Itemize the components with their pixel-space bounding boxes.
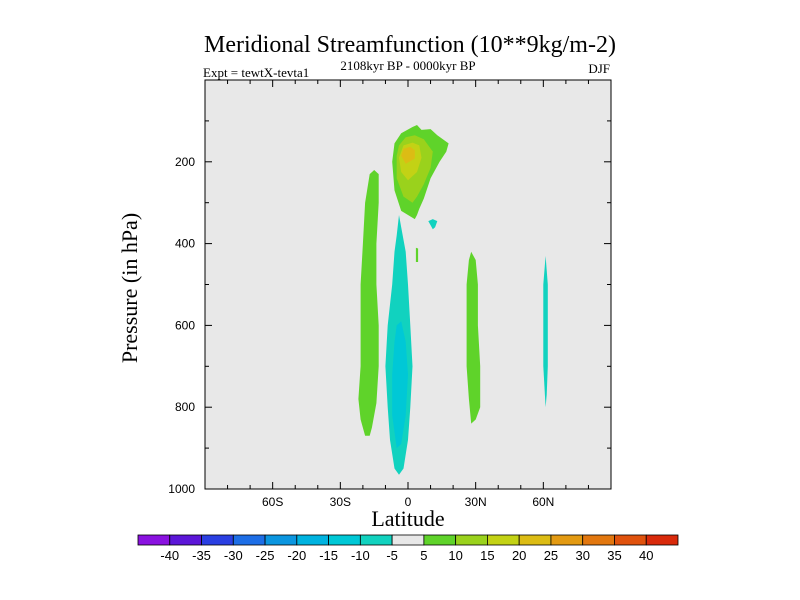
colorbar-box [232, 534, 266, 546]
colorbar-label: 30 [575, 548, 589, 563]
colorbar-label: -25 [256, 548, 275, 563]
colorbar-box [423, 534, 457, 546]
colorbar-label: -20 [287, 548, 306, 563]
x-tick-label: 30N [465, 495, 487, 509]
x-tick-label: 0 [405, 495, 412, 509]
colorbar-box [296, 534, 329, 546]
y-tick-label: 400 [175, 237, 195, 251]
colorbar-label: 40 [639, 548, 653, 563]
colorbar-box [264, 534, 298, 546]
chart-title: Meridional Streamfunction (10**9kg/m-2) [204, 32, 616, 58]
colorbar-box [582, 534, 615, 546]
y-tick-label: 800 [175, 400, 195, 414]
colorbar-label: 15 [480, 548, 494, 563]
colorbar-label: -40 [160, 548, 179, 563]
colorbar-box [391, 534, 425, 546]
contour-region-nh-negative-sliver [543, 255, 548, 408]
colorbar-box [550, 534, 584, 546]
x-tick-label: 60N [532, 495, 554, 509]
colorbar-label: 25 [544, 548, 558, 563]
colorbar: -40 -35 -30 -25 -20 -15 -10 -5 5 10 15 20 25 30 35 40 [137, 534, 679, 563]
colorbar-box [169, 534, 202, 546]
colorbar-box [455, 534, 488, 546]
colorbar-box [645, 534, 679, 546]
colorbar-label: 20 [512, 548, 526, 563]
colorbar-label: -15 [319, 548, 338, 563]
colorbar-label: -5 [386, 548, 398, 563]
contour-region-nh-positive-column [466, 251, 481, 424]
colorbar-box [328, 534, 361, 546]
contour-region-small-negative-blob [428, 219, 438, 230]
y-axis: 200 400 600 800 1000 [168, 120, 611, 496]
colorbar-label: -10 [351, 548, 370, 563]
contour-region-small-positive-dot [415, 247, 419, 262]
colorbar-label: -30 [224, 548, 243, 563]
y-tick-label: 1000 [168, 482, 195, 496]
contour-region-sh-positive-column [358, 170, 379, 436]
contour-region-upper-positive-core-20 [401, 146, 415, 164]
y-axis-label: Pressure (in hPa) [117, 213, 142, 363]
colorbar-box [137, 534, 171, 546]
x-tick-label: 30S [330, 495, 351, 509]
colorbar-label: 10 [448, 548, 462, 563]
x-axis-label: Latitude [371, 506, 444, 531]
colorbar-box [201, 534, 234, 546]
subtitle-center: 2108kyr BP - 0000kyr BP [340, 58, 475, 73]
colorbar-box [518, 534, 552, 546]
plot-area [204, 79, 612, 490]
colorbar-label: 35 [607, 548, 621, 563]
x-tick-label: 60S [262, 495, 283, 509]
subtitle-left: Expt = tewtX-tevta1 [203, 65, 309, 80]
subtitle-right: DJF [588, 61, 610, 76]
colorbar-label: 5 [420, 548, 427, 563]
y-tick-label: 200 [175, 155, 195, 169]
y-tick-label: 600 [175, 318, 195, 332]
contour-region-equatorial-negative-core [392, 321, 408, 449]
colorbar-label: -35 [192, 548, 211, 563]
colorbar-box [359, 534, 393, 546]
colorbar-box [487, 534, 520, 546]
colorbar-box [614, 534, 647, 546]
x-axis: 60S 30S 0 30N 60N [227, 80, 589, 509]
